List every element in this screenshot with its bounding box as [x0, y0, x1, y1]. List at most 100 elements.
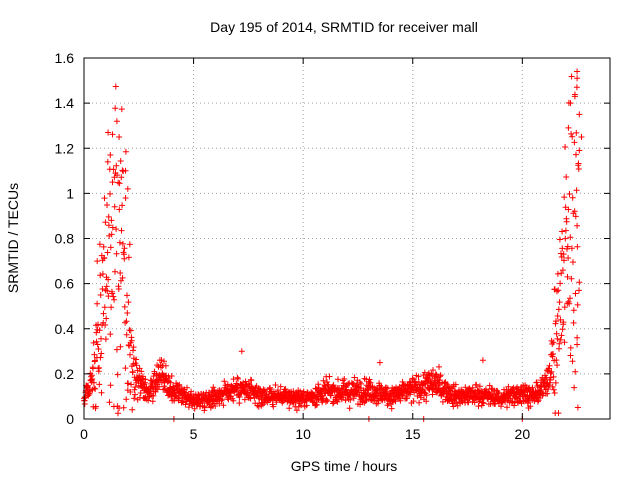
data-point [118, 106, 125, 113]
data-point [561, 257, 567, 264]
y-tick-label: 0.6 [55, 276, 75, 292]
data-point [113, 118, 120, 125]
data-point [167, 379, 174, 386]
data-point [105, 222, 112, 229]
data-point [315, 381, 322, 388]
data-point [104, 249, 111, 256]
data-point [248, 377, 255, 384]
x-tick-label: 0 [80, 426, 88, 442]
data-point [131, 386, 138, 393]
data-point [567, 344, 574, 351]
data-point [123, 396, 130, 403]
data-point [107, 244, 114, 251]
data-point [138, 368, 145, 375]
data-point [175, 383, 181, 390]
y-tick-label: 1.2 [55, 140, 75, 156]
data-point [90, 365, 96, 372]
data-point [93, 329, 100, 336]
data-point [238, 348, 245, 355]
data-point [105, 213, 112, 220]
data-point [115, 286, 122, 292]
data-point [557, 336, 564, 343]
data-point [554, 335, 561, 342]
data-point [127, 351, 133, 358]
data-point [104, 158, 111, 165]
data-point [423, 398, 430, 405]
data-point [554, 362, 561, 369]
data-point [563, 174, 570, 180]
data-point [324, 381, 331, 388]
data-point [125, 254, 132, 261]
data-point [237, 390, 244, 397]
data-point [323, 396, 330, 403]
data-point [124, 310, 131, 316]
data-point [558, 332, 565, 339]
data-point [114, 172, 121, 179]
data-point [109, 179, 116, 186]
data-point [168, 373, 175, 379]
data-point [573, 84, 580, 91]
data-point [563, 218, 570, 225]
data-point [475, 403, 482, 410]
data-point [569, 358, 576, 365]
data-point [574, 404, 581, 411]
data-point [571, 384, 578, 391]
data-point [574, 301, 581, 308]
data-point [429, 391, 436, 398]
data-point [573, 187, 580, 194]
data-point [570, 319, 577, 326]
data-point [235, 375, 241, 382]
data-point [102, 219, 109, 226]
data-point [221, 378, 228, 385]
data-point [122, 365, 129, 372]
data-point [410, 398, 417, 405]
data-point [111, 296, 118, 303]
data-point [575, 166, 582, 172]
data-point [118, 174, 125, 181]
data-point [560, 251, 567, 258]
data-point [191, 405, 198, 412]
data-point [488, 385, 495, 392]
data-point [558, 270, 565, 277]
data-point [397, 397, 404, 404]
data-point [108, 231, 115, 238]
x-tick-label: 15 [405, 426, 421, 442]
data-point [97, 354, 104, 361]
data-point [93, 338, 100, 345]
data-point [435, 380, 442, 387]
data-point [551, 390, 558, 396]
data-point [550, 351, 556, 357]
data-point [548, 368, 555, 375]
data-point [129, 406, 136, 413]
data-point [415, 379, 422, 385]
data-point [559, 267, 566, 274]
data-point [568, 275, 575, 282]
data-point [161, 358, 167, 365]
data-point [131, 395, 138, 402]
x-axis-label: GPS time / hours [291, 458, 398, 474]
data-point [113, 226, 120, 233]
data-point [574, 75, 581, 82]
data-point [571, 93, 578, 100]
data-point [122, 195, 129, 201]
data-point [559, 326, 566, 333]
data-point [96, 381, 103, 388]
data-point [312, 385, 319, 392]
data-point [100, 243, 107, 250]
data-point [113, 346, 120, 353]
data-point [347, 396, 354, 403]
data-point [127, 389, 134, 395]
data-point [241, 396, 248, 403]
data-point [564, 243, 571, 250]
data-point [555, 306, 562, 313]
data-point [236, 400, 243, 407]
data-point [270, 403, 277, 410]
data-point [117, 343, 124, 350]
data-point [292, 399, 299, 406]
data-point [119, 202, 126, 209]
data-point [452, 381, 459, 388]
data-point [102, 322, 109, 328]
data-point [109, 224, 116, 231]
data-point [505, 383, 512, 390]
